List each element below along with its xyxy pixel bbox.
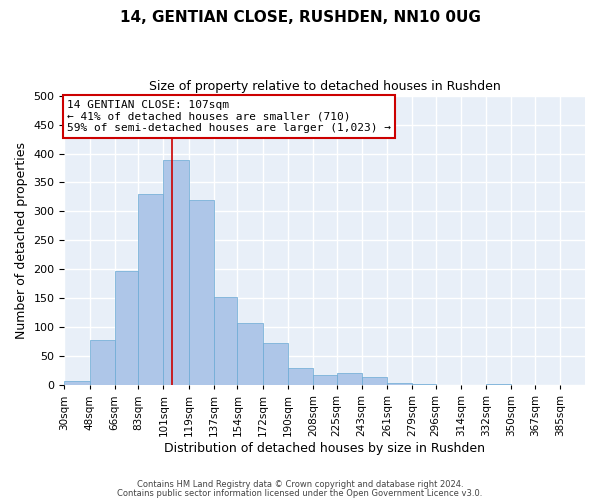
Bar: [412, 384, 436, 386]
Bar: [486, 384, 511, 386]
Bar: [188, 200, 214, 386]
Y-axis label: Number of detached properties: Number of detached properties: [15, 142, 28, 339]
Bar: [163, 160, 188, 386]
Bar: [64, 380, 89, 386]
Bar: [436, 384, 461, 386]
Bar: [511, 384, 535, 386]
Text: Contains public sector information licensed under the Open Government Licence v3: Contains public sector information licen…: [118, 489, 482, 498]
Bar: [362, 376, 387, 386]
Bar: [89, 340, 115, 386]
Bar: [313, 375, 337, 386]
Text: Contains HM Land Registry data © Crown copyright and database right 2024.: Contains HM Land Registry data © Crown c…: [137, 480, 463, 489]
Text: 14 GENTIAN CLOSE: 107sqm
← 41% of detached houses are smaller (710)
59% of semi-: 14 GENTIAN CLOSE: 107sqm ← 41% of detach…: [67, 100, 391, 133]
Bar: [115, 271, 139, 386]
Bar: [560, 384, 585, 386]
Bar: [238, 322, 263, 386]
Title: Size of property relative to detached houses in Rushden: Size of property relative to detached ho…: [149, 80, 500, 93]
Bar: [337, 372, 362, 386]
Bar: [387, 383, 412, 386]
Bar: [139, 194, 163, 386]
Bar: [288, 368, 313, 386]
X-axis label: Distribution of detached houses by size in Rushden: Distribution of detached houses by size …: [164, 442, 485, 455]
Bar: [535, 384, 560, 386]
Bar: [263, 343, 288, 386]
Bar: [214, 297, 238, 386]
Text: 14, GENTIAN CLOSE, RUSHDEN, NN10 0UG: 14, GENTIAN CLOSE, RUSHDEN, NN10 0UG: [119, 10, 481, 25]
